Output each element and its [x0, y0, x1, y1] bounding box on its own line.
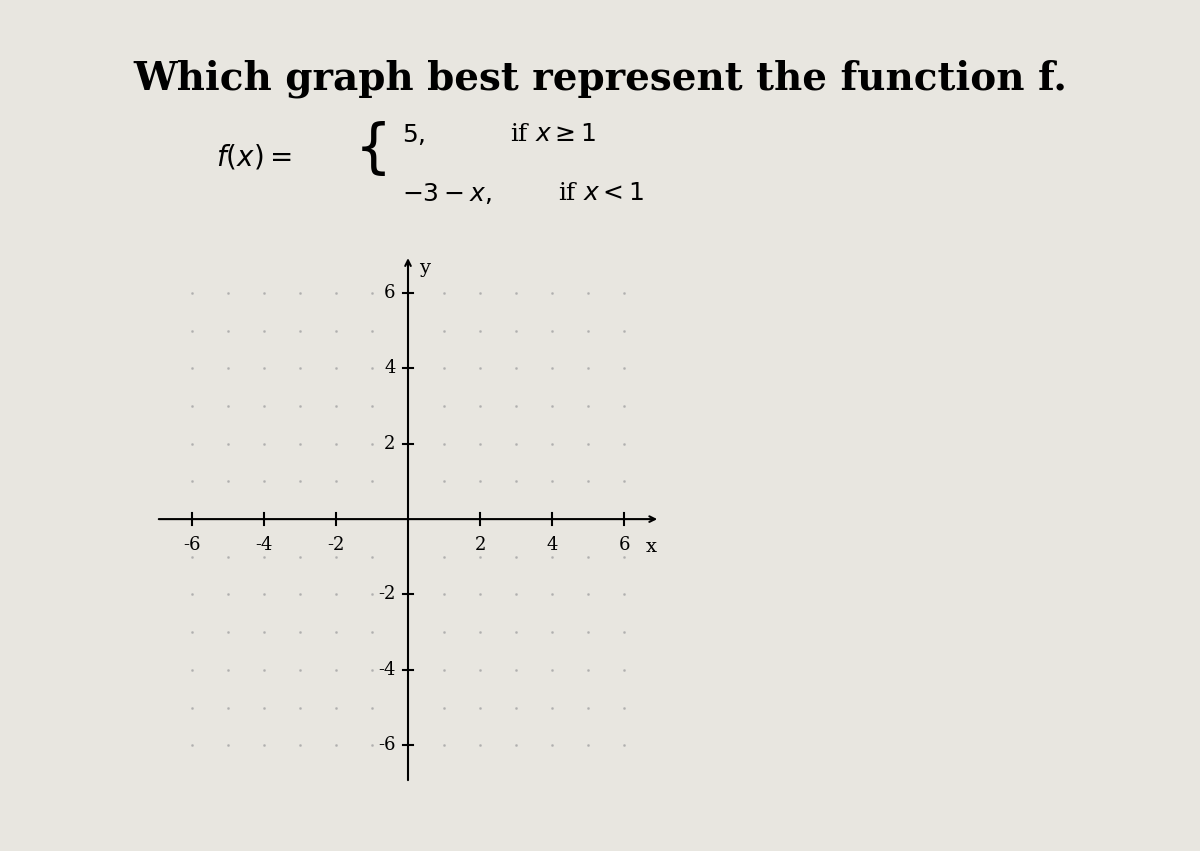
Text: -2: -2 — [378, 585, 396, 603]
Text: $f(x) =$: $f(x) =$ — [216, 143, 292, 172]
Text: 2: 2 — [384, 435, 396, 453]
Text: $\{$: $\{$ — [354, 119, 386, 179]
Text: $5,$: $5,$ — [402, 122, 426, 147]
Text: 6: 6 — [384, 284, 396, 302]
Text: y: y — [419, 259, 430, 277]
Text: 4: 4 — [546, 536, 558, 554]
Text: -4: -4 — [256, 536, 272, 554]
Text: if $x \geq 1$: if $x \geq 1$ — [510, 123, 596, 146]
Text: x: x — [646, 538, 656, 556]
Text: 2: 2 — [474, 536, 486, 554]
Text: -6: -6 — [378, 736, 396, 754]
Text: -4: -4 — [378, 661, 396, 679]
Text: 4: 4 — [384, 359, 396, 377]
Text: $-3-x,$: $-3-x,$ — [402, 180, 492, 206]
Text: if $x < 1$: if $x < 1$ — [558, 181, 644, 205]
Text: Which graph best represent the function f.: Which graph best represent the function … — [133, 60, 1067, 98]
Text: -6: -6 — [184, 536, 200, 554]
Text: -2: -2 — [328, 536, 344, 554]
Text: 6: 6 — [618, 536, 630, 554]
